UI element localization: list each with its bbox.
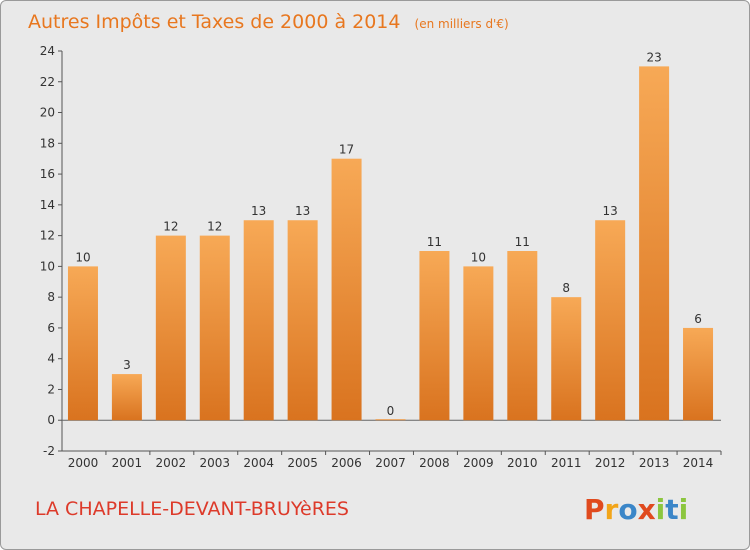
value-label: 13 <box>251 204 266 218</box>
logo-letter: i <box>656 493 666 526</box>
logo-letter: P <box>584 493 605 526</box>
logo-letter: t <box>665 493 678 526</box>
bar <box>287 220 318 421</box>
bar <box>243 220 274 421</box>
y-tick-label: 12 <box>40 229 55 243</box>
y-tick-label: 22 <box>40 75 55 89</box>
value-label: 23 <box>646 50 661 64</box>
bar <box>111 374 142 421</box>
y-tick-label: 16 <box>40 167 55 181</box>
x-tick-label: 2003 <box>199 456 230 470</box>
chart-title-main: Autres Impôts et Taxes de 2000 à 2014 <box>28 11 401 33</box>
y-tick-label: 10 <box>40 259 55 273</box>
y-tick-label: 4 <box>47 352 55 366</box>
logo-letter: o <box>618 493 637 526</box>
x-tick-label: 2010 <box>507 456 538 470</box>
value-label: 0 <box>387 404 395 418</box>
bar <box>551 297 582 421</box>
value-label: 11 <box>515 235 530 249</box>
x-tick-label: 2011 <box>551 456 582 470</box>
y-tick-label: 2 <box>47 382 55 396</box>
x-tick-label: 2005 <box>287 456 318 470</box>
chart-title: Autres Impôts et Taxes de 2000 à 2014 (e… <box>28 11 509 33</box>
bar <box>683 327 714 421</box>
value-label: 17 <box>339 143 354 157</box>
x-tick-label: 2006 <box>331 456 362 470</box>
value-label: 3 <box>123 358 131 372</box>
x-tick-label: 2002 <box>156 456 187 470</box>
chart-subtitle: (en milliers d'€) <box>415 17 509 31</box>
value-label: 11 <box>427 235 442 249</box>
x-tick-label: 2014 <box>683 456 714 470</box>
bar <box>507 251 538 421</box>
value-label: 6 <box>694 312 702 326</box>
y-tick-label: -2 <box>43 444 55 458</box>
bar <box>375 419 406 421</box>
y-tick-label: 20 <box>40 106 55 120</box>
value-label: 10 <box>75 250 90 264</box>
x-tick-label: 2007 <box>375 456 406 470</box>
value-label: 10 <box>471 250 486 264</box>
x-tick-label: 2012 <box>595 456 626 470</box>
y-tick-label: 8 <box>47 290 55 304</box>
value-label: 8 <box>562 281 570 295</box>
y-tick-label: 24 <box>40 44 55 58</box>
place-name: LA CHAPELLE-DEVANT-BRUYèRES <box>35 498 349 520</box>
bar <box>199 235 230 421</box>
logo-letter: r <box>605 493 619 526</box>
logo-letter: i <box>679 493 689 526</box>
bar <box>639 66 670 421</box>
bar <box>155 235 186 421</box>
value-label: 13 <box>295 204 310 218</box>
proxiti-logo[interactable]: Proxiti <box>584 493 688 526</box>
logo-letter: x <box>638 493 656 526</box>
y-tick-label: 6 <box>47 321 55 335</box>
x-tick-label: 2009 <box>463 456 494 470</box>
x-tick-label: 2004 <box>243 456 274 470</box>
x-tick-label: 2000 <box>68 456 99 470</box>
value-label: 12 <box>207 220 222 234</box>
bar <box>595 220 626 421</box>
x-tick-label: 2013 <box>639 456 670 470</box>
value-labels: 10 3 12 12 13 13 17 0 11 10 11 8 13 23 6 <box>75 50 702 418</box>
y-tick-label: 14 <box>40 198 55 212</box>
bar <box>331 158 362 421</box>
bar <box>419 251 450 421</box>
y-tick-label: 18 <box>40 136 55 150</box>
value-label: 12 <box>163 220 178 234</box>
value-label: 13 <box>603 204 618 218</box>
bar <box>463 266 494 421</box>
x-tick-label: 2008 <box>419 456 450 470</box>
bar <box>67 266 98 421</box>
x-tick-label: 2001 <box>112 456 143 470</box>
bars <box>67 66 714 421</box>
y-tick-label: 0 <box>47 413 55 427</box>
